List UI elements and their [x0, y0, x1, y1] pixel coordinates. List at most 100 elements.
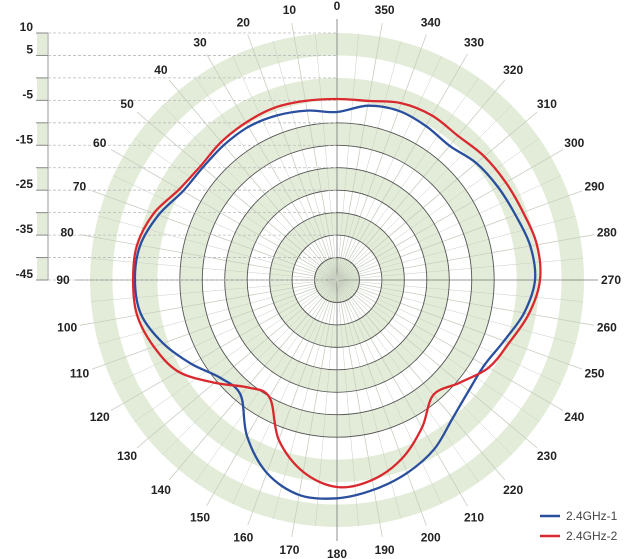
spoke — [336, 190, 583, 281]
spoke — [336, 149, 564, 281]
angle-tick-label: 310 — [537, 97, 557, 111]
angle-tick-label: 80 — [60, 225, 74, 239]
spoke — [336, 279, 540, 422]
spoke — [195, 279, 338, 483]
spoke — [336, 175, 561, 281]
spoke — [336, 33, 359, 281]
spoke — [336, 138, 540, 281]
radial-tick-label: 5 — [26, 42, 33, 56]
angle-tick-label: 300 — [564, 136, 584, 150]
radial-tick-label: -25 — [16, 177, 34, 191]
ring — [201, 144, 473, 416]
angle-tick-label: 270 — [601, 273, 621, 287]
spoke — [336, 279, 479, 483]
spoke — [168, 79, 338, 281]
angle-tick-label: 110 — [70, 367, 90, 381]
spoke — [336, 279, 383, 538]
spoke — [113, 279, 338, 385]
angle-tick-label: 240 — [564, 410, 584, 424]
spoke — [206, 279, 338, 507]
ring — [246, 189, 428, 371]
spoke — [336, 279, 506, 481]
radial-tick-label: -35 — [16, 222, 34, 236]
ring — [291, 234, 383, 326]
legend-label-1: 2.4GHz-1 — [566, 509, 618, 523]
spoke — [336, 53, 468, 281]
radial-tick-label: 10 — [20, 20, 34, 34]
spoke — [336, 234, 595, 281]
spoke — [168, 279, 338, 481]
angle-tick-label: 200 — [421, 530, 441, 544]
spoke — [336, 279, 584, 302]
spoke — [336, 79, 506, 281]
spoke — [336, 279, 576, 345]
radial-tick-label: -45 — [16, 267, 34, 281]
radial-axis: 10 5 -5 -15 -25 -35 -45 — [16, 20, 337, 281]
spoke — [315, 279, 338, 527]
angle-tick-label: 350 — [375, 3, 395, 17]
radial-gridlines — [179, 122, 495, 438]
spoke — [336, 279, 427, 526]
spoke — [136, 279, 338, 449]
angle-tick-label: 230 — [537, 449, 557, 463]
spoke — [232, 279, 338, 504]
legend-item-1: 2.4GHz-1 — [540, 509, 618, 523]
spoke — [336, 279, 583, 370]
legend-label-2: 2.4GHz-2 — [566, 529, 618, 543]
angle-tick-label: 220 — [503, 483, 523, 497]
spoke — [136, 111, 338, 281]
spoke — [162, 105, 338, 281]
angular-gridlines — [76, 19, 598, 541]
angle-tick-label: 70 — [73, 179, 87, 193]
spoke — [336, 56, 442, 281]
radial-tick-label: -5 — [22, 87, 33, 101]
series-2-4ghz-1 — [133, 104, 537, 500]
angle-tick-label: 290 — [584, 179, 604, 193]
spoke — [336, 279, 538, 449]
spoke — [291, 22, 338, 281]
spoke — [336, 258, 584, 281]
spoke — [110, 149, 338, 281]
spoke — [110, 279, 338, 411]
angle-tick-label: 340 — [421, 16, 441, 30]
angle-tick-label: 100 — [57, 321, 77, 335]
spoke — [247, 34, 338, 281]
spoke — [90, 279, 338, 302]
angle-tick-label: 60 — [93, 136, 107, 150]
radial-tick-label: -15 — [16, 132, 34, 146]
angle-tick-label: 160 — [233, 530, 253, 544]
angle-tick-label: 140 — [151, 483, 171, 497]
spoke — [272, 279, 338, 519]
spoke — [134, 138, 338, 281]
angle-tick-label: 30 — [193, 36, 207, 50]
angle-tick-label: 90 — [56, 273, 70, 287]
angle-tick-label: 180 — [327, 547, 347, 559]
spoke — [134, 279, 338, 422]
spoke — [79, 279, 338, 326]
spoke — [336, 279, 442, 504]
spoke — [336, 279, 468, 507]
angle-tick-label: 40 — [154, 63, 168, 77]
spoke — [162, 279, 338, 455]
angle-tick-label: 210 — [464, 510, 484, 524]
spoke — [336, 22, 383, 281]
spoke — [113, 175, 338, 281]
spoke — [336, 279, 402, 519]
spoke — [336, 215, 576, 281]
spoke — [206, 53, 338, 281]
spoke — [336, 105, 512, 281]
spoke — [336, 279, 595, 326]
angle-tick-label: 120 — [90, 410, 110, 424]
angle-tick-label: 50 — [120, 97, 134, 111]
angle-tick-label: 150 — [190, 510, 210, 524]
spoke — [336, 279, 512, 455]
angle-tick-label: 250 — [584, 367, 604, 381]
angle-tick-label: 0 — [334, 0, 341, 13]
spoke — [336, 279, 561, 385]
spoke — [336, 111, 538, 281]
data-series — [131, 97, 542, 500]
spoke — [336, 77, 479, 281]
spoke — [90, 258, 338, 281]
angle-tick-label: 10 — [283, 3, 297, 17]
